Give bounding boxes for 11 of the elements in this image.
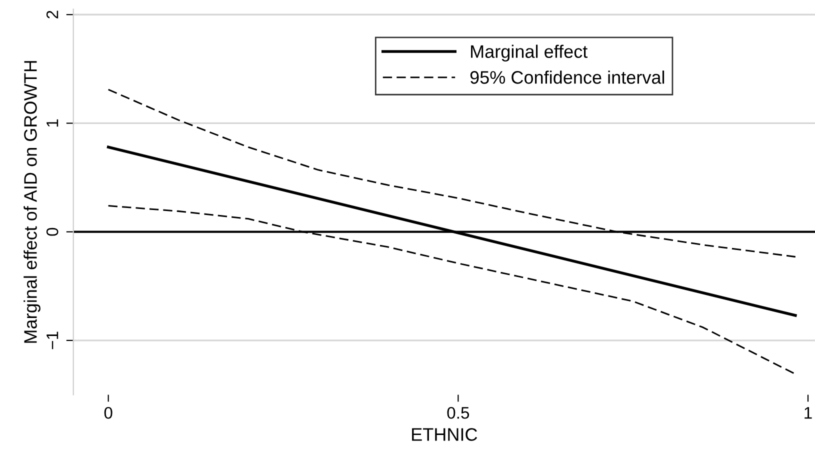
legend-label: Marginal effect [471, 44, 588, 62]
y-tick-label: 0 [46, 228, 58, 236]
y-axis-title: Marginal effect of AID on GROWTH [24, 61, 40, 343]
x-tick-label: 0 [104, 406, 112, 419]
x-axis-title: ETHNIC [412, 428, 478, 441]
y-tick-label: 2 [46, 10, 58, 18]
x-tick-label: 0.5 [447, 406, 470, 419]
legend-label: 95% Confidence interval [470, 70, 664, 84]
y-tick-label: −1 [46, 332, 58, 350]
x-tick-label: 1 [804, 407, 812, 419]
y-tick-label: 1 [46, 119, 58, 127]
